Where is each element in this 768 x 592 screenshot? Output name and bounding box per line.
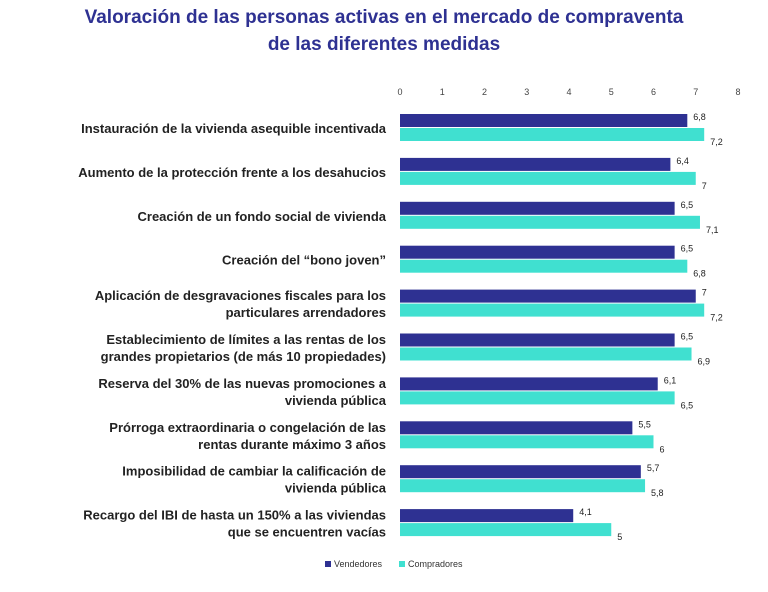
category-label-line: Reserva del 30% de las nuevas promocione… bbox=[98, 376, 386, 391]
bar-compradores bbox=[400, 523, 612, 537]
category-label-line: que se encuentren vacías bbox=[228, 525, 386, 540]
category-label-line: vivienda pública bbox=[285, 481, 387, 496]
bar-compradores bbox=[400, 391, 675, 405]
category-label-line: Prórroga extraordinaria o congelación de… bbox=[109, 420, 386, 435]
x-tick-label: 6 bbox=[651, 87, 656, 97]
x-tick-label: 2 bbox=[482, 87, 487, 97]
legend-swatch-compradores bbox=[399, 561, 405, 567]
bar-vendedores bbox=[400, 289, 696, 303]
bar-vendedores bbox=[400, 509, 574, 523]
bar-compradores bbox=[400, 128, 705, 141]
data-label: 5,7 bbox=[647, 463, 660, 473]
category-label: Imposibilidad de cambiar la calificación… bbox=[122, 464, 386, 496]
x-axis-ticks: 0 1 2 3 4 5 6 7 8 bbox=[397, 87, 740, 97]
bar-vendedores bbox=[400, 465, 641, 479]
legend-label-vendedores: Vendedores bbox=[334, 559, 383, 569]
chart-title-line-1: Valoración de las personas activas en el… bbox=[84, 7, 684, 28]
category-labels: Instauración de la vivienda asequible in… bbox=[78, 121, 387, 540]
chart-title: Valoración de las personas activas en el… bbox=[0, 4, 768, 58]
data-label: 6,5 bbox=[681, 200, 694, 210]
bar-vendedores bbox=[400, 114, 688, 127]
data-label: 6,8 bbox=[693, 269, 706, 279]
data-label: 6,8 bbox=[693, 112, 706, 122]
data-label: 6,5 bbox=[681, 400, 694, 410]
bars: 6,8 7,2 6,4 7 6,5 7,1 6,5 6,8 7 7,2 6,5 6,9 6,1 6,5 5,… bbox=[400, 112, 723, 542]
category-label: Establecimiento de límites a las rentas … bbox=[101, 332, 386, 364]
data-label: 5,8 bbox=[651, 488, 664, 498]
category-label: Reserva del 30% de las nuevas promocione… bbox=[98, 376, 386, 408]
x-tick-label: 1 bbox=[440, 87, 445, 97]
data-label: 5 bbox=[617, 532, 622, 542]
data-label: 6,9 bbox=[698, 357, 711, 367]
data-label: 7,2 bbox=[710, 137, 723, 147]
category-label-line: Creación del “bono joven” bbox=[222, 253, 386, 268]
category-label-line: particulares arrendadores bbox=[226, 305, 386, 320]
data-label: 6,4 bbox=[676, 156, 689, 166]
category-label-line: Imposibilidad de cambiar la calificación… bbox=[122, 464, 386, 479]
category-label-line: Instauración de la vivienda asequible in… bbox=[81, 121, 387, 136]
data-label: 7 bbox=[702, 288, 707, 298]
data-label: 6,5 bbox=[681, 332, 694, 342]
bar-compradores bbox=[400, 303, 705, 317]
bar-vendedores bbox=[400, 157, 671, 171]
category-label: Prórroga extraordinaria o congelación de… bbox=[109, 420, 386, 452]
data-label: 7,2 bbox=[710, 313, 723, 323]
x-tick-label: 0 bbox=[397, 87, 402, 97]
x-tick-label: 8 bbox=[735, 87, 740, 97]
category-label-line: Recargo del IBI de hasta un 150% a las v… bbox=[83, 508, 386, 523]
bar-compradores bbox=[400, 259, 688, 273]
category-label: Aumento de la protección frente a los de… bbox=[78, 165, 386, 180]
data-label: 6,1 bbox=[664, 375, 677, 385]
category-label-line: Aplicación de desgravaciones fiscales pa… bbox=[95, 288, 386, 303]
bar-compradores bbox=[400, 479, 646, 493]
chart-title-line-2: de las diferentes medidas bbox=[267, 34, 501, 55]
category-label: Instauración de la vivienda asequible in… bbox=[81, 121, 387, 136]
data-label: 5,5 bbox=[638, 419, 651, 429]
category-label: Recargo del IBI de hasta un 150% a las v… bbox=[83, 508, 386, 540]
legend: Vendedores Compradores bbox=[325, 559, 463, 569]
data-label: 6,5 bbox=[681, 244, 694, 254]
x-tick-label: 3 bbox=[524, 87, 529, 97]
data-label: 7 bbox=[702, 181, 707, 191]
bar-vendedores bbox=[400, 333, 675, 347]
bar-compradores bbox=[400, 435, 654, 449]
category-label-line: Creación de un fondo social de vivienda bbox=[138, 209, 387, 224]
category-label-line: rentas durante máximo 3 años bbox=[198, 437, 386, 452]
bar-vendedores bbox=[400, 377, 658, 391]
category-label: Aplicación de desgravaciones fiscales pa… bbox=[95, 288, 386, 320]
category-label-line: grandes propietarios (de más 10 propieda… bbox=[101, 349, 386, 364]
data-label: 6 bbox=[660, 444, 665, 454]
bar-vendedores bbox=[400, 245, 675, 259]
x-tick-label: 4 bbox=[566, 87, 571, 97]
category-label-line: Establecimiento de límites a las rentas … bbox=[106, 332, 386, 347]
bar-compradores bbox=[400, 215, 700, 229]
category-label-line: Aumento de la protección frente a los de… bbox=[78, 165, 386, 180]
legend-label-compradores: Compradores bbox=[408, 559, 463, 569]
bar-compradores bbox=[400, 171, 696, 185]
data-label: 7,1 bbox=[706, 225, 719, 235]
x-tick-label: 7 bbox=[693, 87, 698, 97]
bar-vendedores bbox=[400, 421, 633, 435]
data-label: 4,1 bbox=[579, 507, 592, 517]
legend-swatch-vendedores bbox=[325, 561, 331, 567]
category-label: Creación de un fondo social de vivienda bbox=[138, 209, 387, 224]
x-tick-label: 5 bbox=[609, 87, 614, 97]
category-label-line: vivienda pública bbox=[285, 393, 387, 408]
category-label: Creación del “bono joven” bbox=[222, 253, 386, 268]
bar-vendedores bbox=[400, 201, 675, 215]
bar-compradores bbox=[400, 347, 692, 361]
